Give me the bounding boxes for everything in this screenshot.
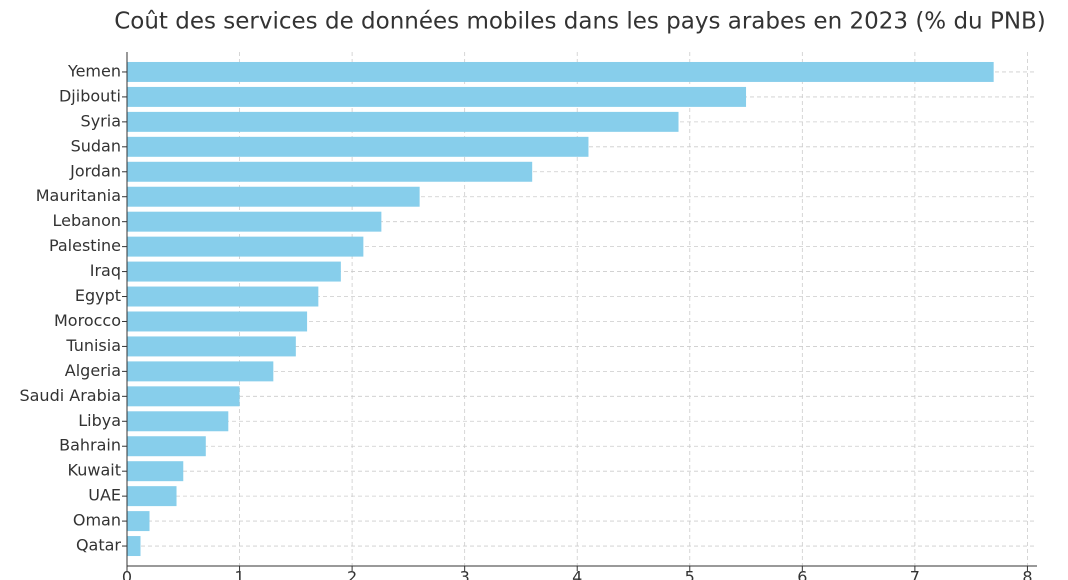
y-tick-label: Qatar <box>76 536 121 555</box>
bar <box>127 486 177 507</box>
x-tick-label: 8 <box>1022 568 1032 580</box>
bar <box>127 361 274 382</box>
x-tick-label: 3 <box>460 568 470 580</box>
y-tick-label: Kuwait <box>68 461 121 480</box>
y-tick-label: Palestine <box>49 236 121 255</box>
y-tick-label: Lebanon <box>52 211 121 230</box>
y-tick-label: Syria <box>81 111 121 130</box>
bar <box>127 161 533 182</box>
bar <box>127 386 240 407</box>
y-tick-label: Iraq <box>90 261 121 280</box>
y-tick-label: Djibouti <box>59 86 121 105</box>
x-tick-label: 0 <box>122 568 132 580</box>
bar <box>127 536 141 557</box>
chart-title: Coût des services de données mobiles dan… <box>114 9 1046 35</box>
x-tick-label: 7 <box>910 568 920 580</box>
bar <box>127 511 150 532</box>
y-tick-label: Libya <box>78 411 121 430</box>
y-tick-label: Egypt <box>75 286 121 305</box>
y-tick-label: Mauritania <box>36 186 121 205</box>
y-tick-label: UAE <box>88 486 121 505</box>
x-tick-label: 2 <box>347 568 357 580</box>
bar <box>127 136 589 157</box>
y-tick-label: Sudan <box>71 136 121 155</box>
y-tick-label: Jordan <box>69 161 121 180</box>
bar <box>127 311 308 332</box>
bar <box>127 461 184 482</box>
bar <box>127 86 747 107</box>
y-tick-label: Saudi Arabia <box>19 386 121 405</box>
bar <box>127 261 341 282</box>
y-tick-label: Tunisia <box>65 336 121 355</box>
bar <box>127 211 382 232</box>
y-tick-label: Oman <box>73 511 121 530</box>
x-tick-label: 6 <box>797 568 807 580</box>
x-tick-label: 4 <box>572 568 582 580</box>
bar <box>127 111 679 132</box>
x-tick-label: 5 <box>685 568 695 580</box>
y-tick-label: Yemen <box>67 61 121 80</box>
bar <box>127 236 364 257</box>
y-tick-label: Algeria <box>65 361 121 380</box>
y-tick-label: Bahrain <box>59 436 121 455</box>
bar <box>127 336 296 357</box>
x-tick-label: 1 <box>234 568 244 580</box>
bar <box>127 436 206 457</box>
bar <box>127 186 420 207</box>
y-tick-label: Morocco <box>54 311 121 330</box>
bar <box>127 61 994 82</box>
bar <box>127 411 229 432</box>
bar <box>127 286 319 307</box>
